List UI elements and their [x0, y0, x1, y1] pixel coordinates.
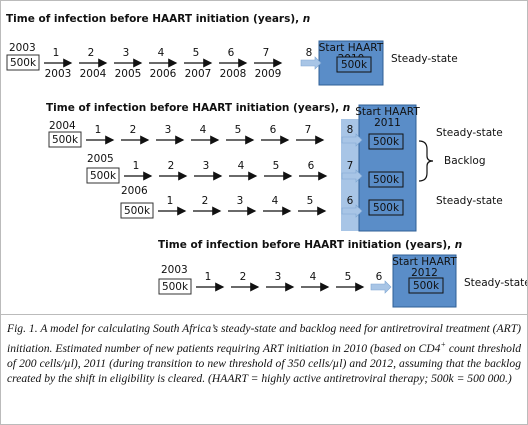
caption-sup: + [440, 339, 446, 349]
step-number: 1 [95, 124, 102, 136]
side-label: Steady-state [464, 277, 527, 289]
final-value: 500k [341, 59, 368, 71]
inner-box [368, 171, 404, 188]
start-value: 500k [162, 281, 189, 293]
haart-year: 2012 [411, 267, 438, 279]
start-value: 500k [52, 134, 79, 146]
start-year: 2003 [9, 42, 36, 54]
start-year: 2003 [161, 264, 188, 276]
step-number: 2 [88, 47, 95, 59]
step-number: 7 [263, 47, 270, 59]
final-step: 8 [306, 47, 313, 59]
inner-box [408, 277, 444, 294]
step-number: 5 [273, 160, 280, 172]
heading-var: n [455, 239, 462, 251]
step-number: 3 [237, 195, 244, 207]
final-arrow [300, 56, 322, 70]
haart-title: Start HAART [392, 256, 457, 268]
inner-box [368, 199, 404, 216]
step-number: 2 [240, 271, 247, 283]
step-year: 2008 [220, 68, 247, 80]
step-number: 1 [133, 160, 140, 172]
heading-text: Time of infection before HAART initiatio… [46, 102, 343, 114]
final-arrow [341, 133, 363, 147]
final-value: 500k [413, 280, 440, 292]
haart-title: Start HAART [355, 106, 420, 118]
inner-box [336, 56, 372, 73]
start-value: 500k [90, 170, 117, 182]
start-box [120, 202, 154, 219]
start-value: 500k [124, 205, 151, 217]
final-value: 500k [373, 174, 400, 186]
step-number: 4 [200, 124, 207, 136]
step-number: 5 [345, 271, 352, 283]
heading-var: n [343, 102, 350, 114]
step-number: 4 [272, 195, 279, 207]
panel-heading: Time of infection before HAART initiatio… [46, 102, 350, 114]
panel-heading: Time of infection before HAART initiatio… [158, 239, 462, 251]
step-number: 3 [203, 160, 210, 172]
step-number: 1 [53, 47, 60, 59]
start-year: 2004 [49, 120, 76, 132]
step-number: 2 [130, 124, 137, 136]
step-number: 5 [307, 195, 314, 207]
step-number: 2 [168, 160, 175, 172]
final-arrow [370, 280, 392, 294]
final-step: 7 [347, 160, 354, 172]
haart-title: Start HAART [319, 42, 384, 54]
start-year: 2006 [121, 185, 148, 197]
step-number: 2 [202, 195, 209, 207]
step-year: 2009 [255, 68, 282, 80]
caption: Fig. 1. A model for calculating South Af… [7, 321, 521, 387]
start-box [86, 167, 120, 184]
step-number: 6 [270, 124, 277, 136]
step-number: 4 [158, 47, 165, 59]
side-label: Steady-state [391, 53, 458, 65]
diagram: Time of infection before HAART initiatio… [6, 13, 527, 308]
start-box [158, 278, 192, 295]
step-number: 5 [235, 124, 242, 136]
start-box [6, 54, 40, 71]
caption-text: count threshold of 200 cells/µl), 2011 (… [7, 341, 521, 386]
start-year: 2005 [87, 153, 114, 165]
step-number: 6 [308, 160, 315, 172]
caption-text: Fig. 1. A model for calculating South Af… [7, 322, 521, 355]
start-value: 500k [10, 57, 37, 69]
step-year: 2007 [185, 68, 212, 80]
step-number: 3 [275, 271, 282, 283]
heading-text: Time of infection before HAART initiatio… [6, 13, 303, 25]
heading-text: Time of infection before HAART initiatio… [158, 239, 455, 251]
side-label: Steady-state [436, 127, 503, 139]
final-arrow [341, 204, 363, 218]
heading-var: n [303, 13, 310, 25]
step-year: 2005 [115, 68, 142, 80]
step-year: 2003 [45, 68, 72, 80]
step-number: 5 [193, 47, 200, 59]
step-number: 7 [305, 124, 312, 136]
side-label: Steady-state [436, 195, 503, 207]
final-arrow [341, 169, 363, 183]
step-number: 4 [310, 271, 317, 283]
final-value: 500k [373, 136, 400, 148]
step-year: 2004 [80, 68, 107, 80]
step-year: 2006 [150, 68, 177, 80]
final-value: 500k [373, 202, 400, 214]
step-number: 3 [165, 124, 172, 136]
inner-box [368, 133, 404, 150]
step-number: 4 [238, 160, 245, 172]
step-number: 1 [167, 195, 174, 207]
start-box [48, 131, 82, 148]
brace [418, 140, 434, 182]
final-step: 6 [347, 195, 354, 207]
final-step: 8 [347, 124, 354, 136]
side-label: Backlog [444, 155, 486, 167]
step-number: 6 [228, 47, 235, 59]
separator [1, 314, 527, 315]
step-number: 3 [123, 47, 130, 59]
final-step: 6 [376, 271, 383, 283]
haart-year: 2011 [374, 117, 401, 129]
step-number: 1 [205, 271, 212, 283]
panel-heading: Time of infection before HAART initiatio… [6, 13, 310, 25]
